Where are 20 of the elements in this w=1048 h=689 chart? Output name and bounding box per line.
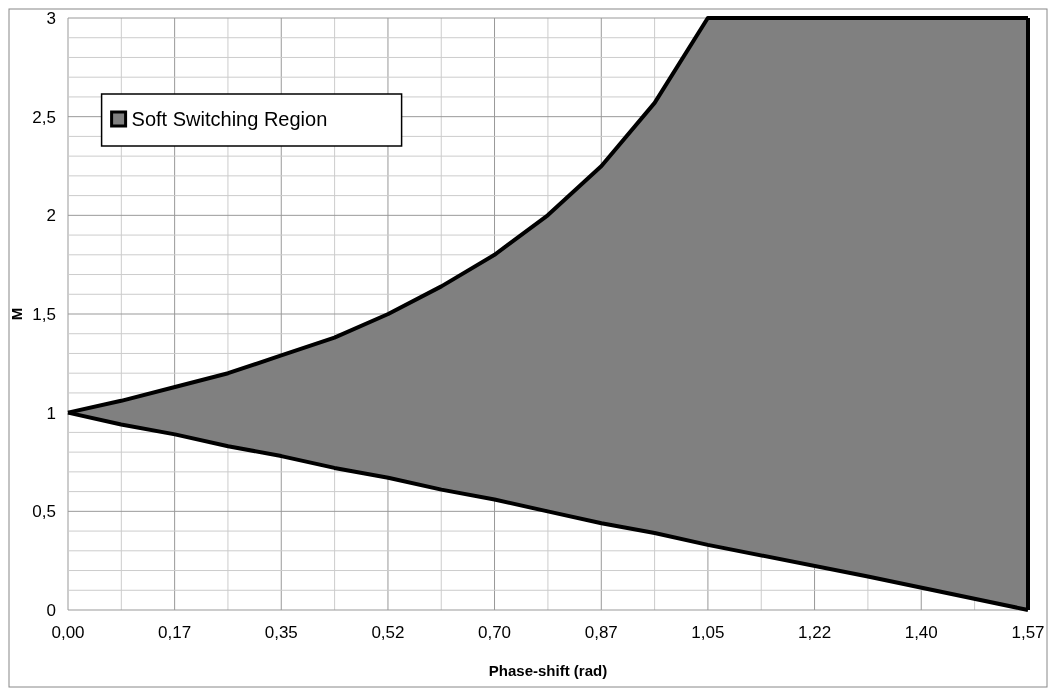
x-tick-label: 1,40	[904, 623, 938, 642]
legend-label: Soft Switching Region	[131, 108, 328, 130]
x-tick-label: 1,57	[1011, 623, 1045, 642]
x-tick-label: 0,00	[51, 623, 85, 642]
x-tick-label: 1,22	[798, 623, 832, 642]
y-tick-label: 2,5	[32, 107, 56, 127]
x-tick-label: 0,35	[264, 623, 298, 642]
x-tick-label: 0,70	[477, 623, 512, 642]
y-tick-label: 1	[46, 403, 56, 423]
x-tick-label: 0,87	[584, 623, 618, 642]
y-tick-label: 0,5	[32, 502, 56, 522]
y-axis-title: M	[8, 307, 25, 321]
x-axis-title: Phase-shift (rad)	[488, 662, 608, 679]
y-tick-label: 0	[46, 601, 56, 620]
x-tick-label: 0,52	[371, 623, 405, 642]
y-tick-label: 3	[46, 9, 56, 28]
y-tick-label: 2	[46, 206, 56, 226]
y-tick-label: 1,5	[32, 305, 56, 324]
x-tick-label: 0,17	[158, 623, 192, 642]
x-tick-label: 1,05	[691, 623, 725, 642]
